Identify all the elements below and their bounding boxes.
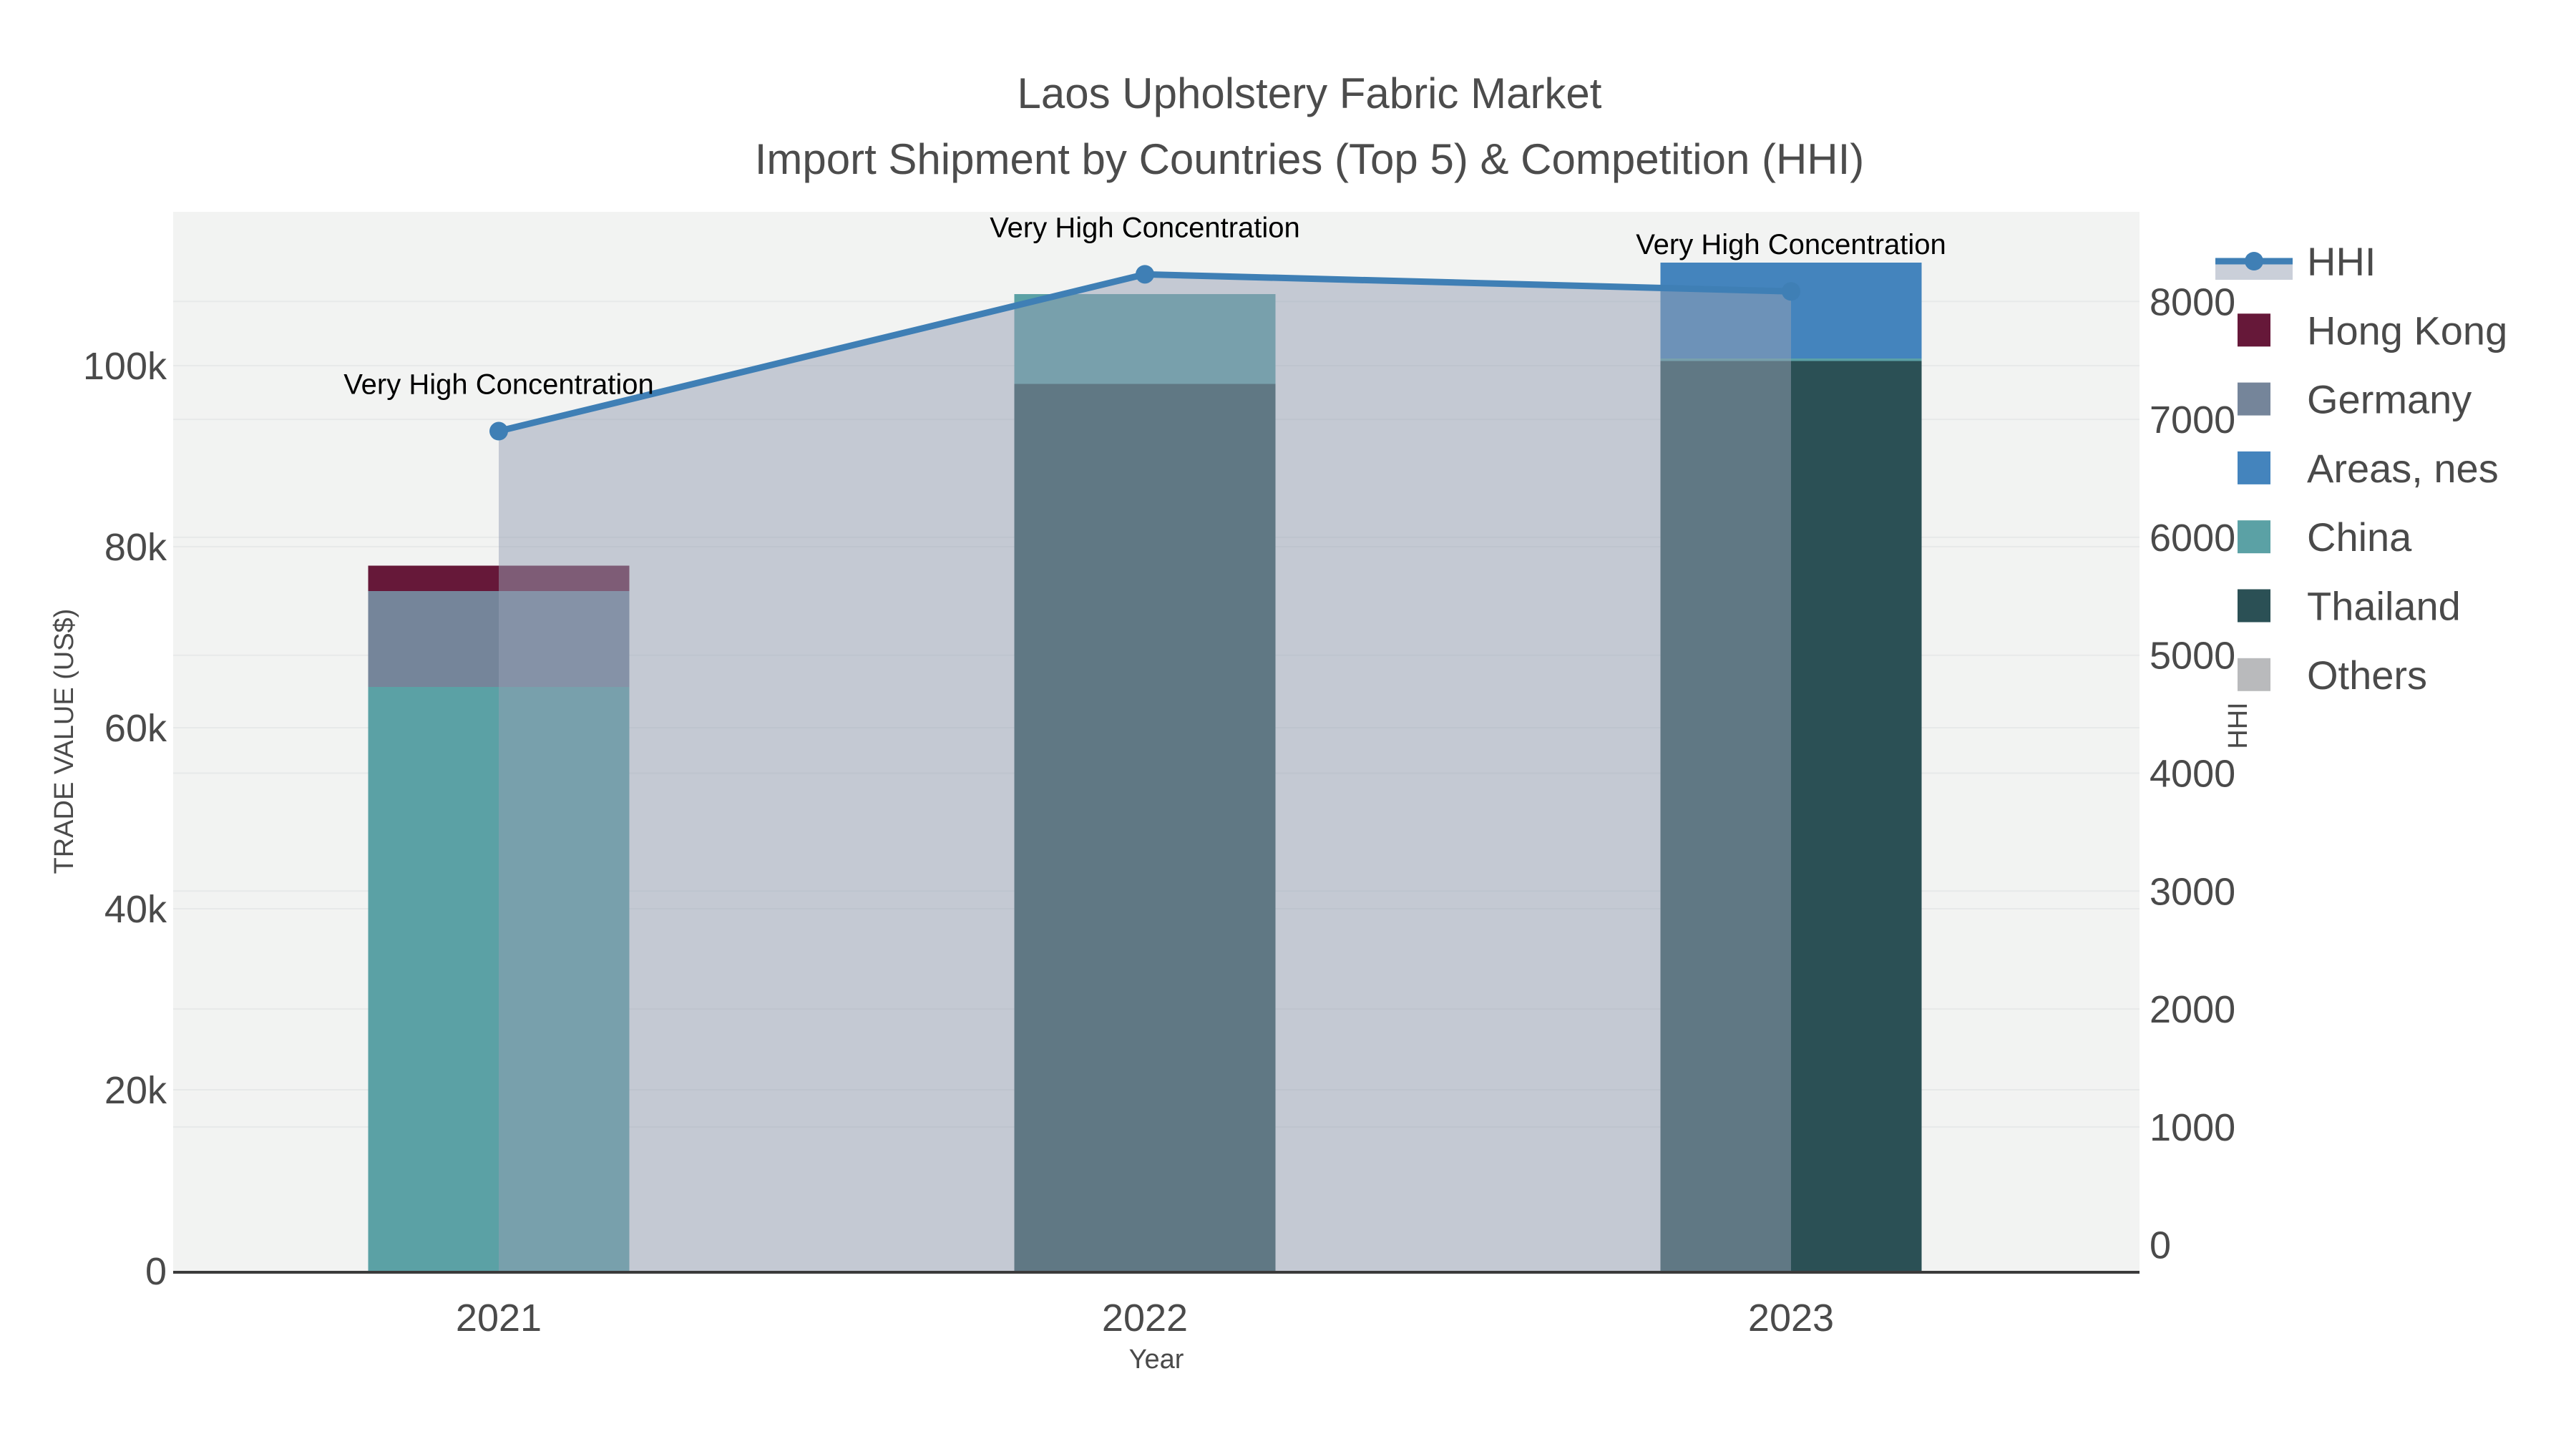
y-right-tick-label-6000: 6000: [2150, 517, 2235, 560]
y-left-tick-label-0: 0: [145, 1250, 167, 1293]
y-left-tick-labels: 0 20k 40k 60k 80k 100k: [83, 345, 167, 1293]
x-tick-label-2023: 2023: [1748, 1297, 1834, 1340]
x-tick-label-2021: 2021: [456, 1297, 542, 1340]
y-right-tick-labels: 0 1000 2000 3000 4000 5000 6000 7000 8000: [2150, 280, 2235, 1267]
legend-label: China: [2307, 514, 2412, 560]
y-right-tick-label-3000: 3000: [2150, 870, 2235, 913]
chart-title-line2: Import Shipment by Countries (Top 5) & C…: [755, 135, 1865, 183]
x-axis-title: Year: [1129, 1345, 1184, 1375]
legend-swatch-icon: [2238, 589, 2270, 623]
legend-swatch-icon: [2238, 658, 2270, 691]
legend-swatch-icon: [2238, 520, 2270, 554]
y-right-tick-label-2000: 2000: [2150, 988, 2235, 1031]
hhi-markers-group: [489, 265, 1800, 441]
legend-label: HHI: [2307, 239, 2376, 284]
x-tick-labels: 2021 2022 2023: [456, 1297, 1834, 1340]
y-right-tick-label-5000: 5000: [2150, 635, 2235, 678]
y-right-tick-label-1000: 1000: [2150, 1106, 2235, 1149]
legend-label: Germany: [2307, 377, 2472, 422]
legend: HHI Hong Kong Germany Areas, nes China Thaila…: [2215, 239, 2507, 698]
legend-swatch-icon: [2238, 382, 2270, 416]
legend-hhi-marker-icon: [2245, 252, 2263, 270]
legend-swatch-icon: [2238, 313, 2270, 347]
hhi-fill-area: [499, 274, 1791, 1272]
legend-item-others[interactable]: Others: [2238, 653, 2427, 698]
legend-item-thailand[interactable]: Thailand: [2238, 584, 2461, 629]
y-right-axis-title: HHI: [2223, 702, 2253, 748]
hhi-marker-2022[interactable]: [1136, 265, 1154, 284]
hhi-marker-2021[interactable]: [489, 421, 508, 441]
legend-item-hong-kong[interactable]: Hong Kong: [2238, 308, 2507, 353]
legend-swatch-icon: [2238, 451, 2270, 484]
y-left-axis-title: TRADE VALUE (US$): [49, 609, 79, 874]
legend-label: Others: [2307, 653, 2427, 698]
y-right-tick-label-8000: 8000: [2150, 280, 2235, 323]
y-left-tick-label-40k: 40k: [104, 888, 167, 931]
y-right-tick-label-4000: 4000: [2150, 752, 2235, 795]
y-left-tick-label-100k: 100k: [83, 345, 167, 388]
legend-label: Areas, nes: [2307, 446, 2499, 491]
legend-item-germany[interactable]: Germany: [2238, 377, 2472, 422]
legend-label: Thailand: [2307, 584, 2461, 629]
annotations-group: Very High Concentration Very High Concent…: [343, 212, 1946, 400]
x-tick-label-2022: 2022: [1102, 1297, 1188, 1340]
y-left-tick-label-20k: 20k: [104, 1069, 167, 1112]
y-left-tick-label-80k: 80k: [104, 526, 167, 569]
legend-item-areas-nes[interactable]: Areas, nes: [2238, 446, 2499, 491]
legend-label: Hong Kong: [2307, 308, 2507, 353]
annotation-2022: Very High Concentration: [990, 212, 1300, 243]
annotation-2021: Very High Concentration: [343, 369, 654, 401]
chart-title-line1: Laos Upholstery Fabric Market: [1018, 69, 1602, 117]
y-right-tick-label-7000: 7000: [2150, 399, 2235, 441]
hhi-marker-2023[interactable]: [1782, 282, 1800, 301]
y-right-tick-label-0: 0: [2150, 1224, 2171, 1267]
legend-item-china[interactable]: China: [2238, 514, 2412, 560]
annotation-2023: Very High Concentration: [1636, 229, 1946, 260]
legend-item-hhi[interactable]: HHI: [2215, 239, 2376, 284]
y-left-tick-label-60k: 60k: [104, 707, 167, 750]
